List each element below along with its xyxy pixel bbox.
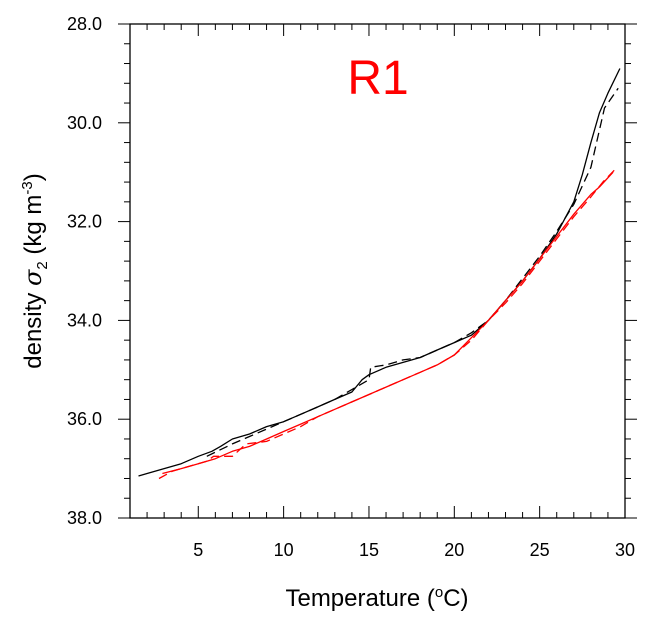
y-axis-title-units: (kg m [20,195,47,262]
y-axis-title-units-sup: -3 [19,181,36,194]
y-axis-title-units-tail: ) [20,173,47,181]
y-tick-label: 36.0 [67,409,102,429]
axis-ticks [118,23,637,519]
y-tick-label: 34.0 [67,310,102,330]
tick-labels: 5 10 15 20 25 30 28.0 30.0 32.0 34.0 36.0 38.0 [67,14,635,560]
series-line-1 [138,68,621,477]
x-tick-label: 30 [615,540,635,560]
y-axis-title-word: density [20,286,47,369]
x-axis-title-sup: o [435,584,443,601]
x-tick-label: 25 [530,540,550,560]
y-tick-label: 28.0 [67,14,102,34]
series-lines [138,68,621,480]
series-line-2 [206,87,619,457]
x-tick-label: 20 [444,540,464,560]
y-axis-title-subscript: 2 [34,261,51,269]
y-tick-label: 30.0 [67,113,102,133]
series-line-4 [158,169,616,480]
series-line-3 [162,171,614,475]
y-tick-label: 38.0 [67,508,102,528]
x-tick-label: 10 [274,540,294,560]
x-tick-label: 15 [359,540,379,560]
x-axis-title-base: Temperature ( [285,585,434,612]
plot-frame [129,23,626,519]
y-tick-label: 32.0 [67,212,102,232]
x-axis-title: Temperature (oC) [285,584,468,612]
y-axis-title: density σ2 (kg m-3) [19,173,51,368]
panel-annotation: R1 [347,52,408,105]
y-axis-title-symbol: σ [19,269,47,286]
x-tick-label: 5 [193,540,203,560]
x-axis-title-tail: C) [443,585,468,612]
